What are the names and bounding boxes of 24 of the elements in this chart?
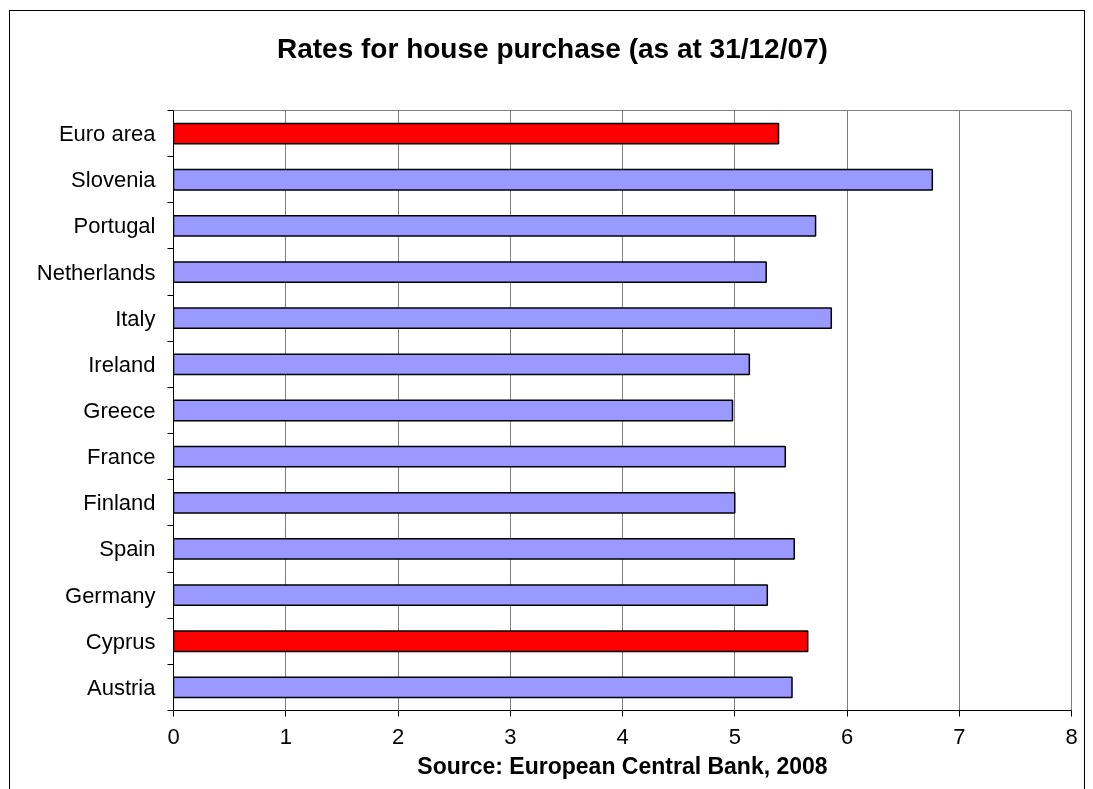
x-tick-label: 5 bbox=[728, 723, 741, 749]
source-note: Source: European Central Bank, 2008 bbox=[417, 752, 828, 779]
y-tick-label: Ireland bbox=[88, 351, 156, 377]
y-tick-label: Greece bbox=[83, 398, 156, 423]
y-tick-label: Slovenia bbox=[71, 167, 157, 193]
y-tick-label: Finland bbox=[83, 490, 156, 516]
y-tick-label: Germany bbox=[65, 582, 156, 608]
x-tick-label: 4 bbox=[616, 723, 629, 749]
y-tick-label: Portugal bbox=[73, 213, 156, 239]
x-tick-label: 6 bbox=[840, 723, 854, 749]
y-tick-label: France bbox=[87, 444, 156, 470]
y-tick-label: Austria bbox=[87, 674, 157, 700]
x-tick-label: 0 bbox=[167, 723, 180, 749]
y-tick-label: Euro area bbox=[58, 121, 157, 147]
x-tick-label: 2 bbox=[391, 723, 405, 749]
y-tick-label: Cyprus bbox=[85, 628, 156, 654]
x-tick-label: 1 bbox=[279, 723, 292, 749]
chart-title: Rates for house purchase (as at 31/12/07) bbox=[277, 33, 828, 65]
x-tick-label: 7 bbox=[953, 723, 966, 749]
y-tick-label: Netherlands bbox=[36, 259, 156, 285]
x-tick-label: 8 bbox=[1065, 723, 1078, 749]
x-tick-label: 3 bbox=[504, 723, 517, 749]
y-tick-label: Italy bbox=[115, 305, 156, 331]
y-tick-label: Spain bbox=[99, 536, 156, 562]
